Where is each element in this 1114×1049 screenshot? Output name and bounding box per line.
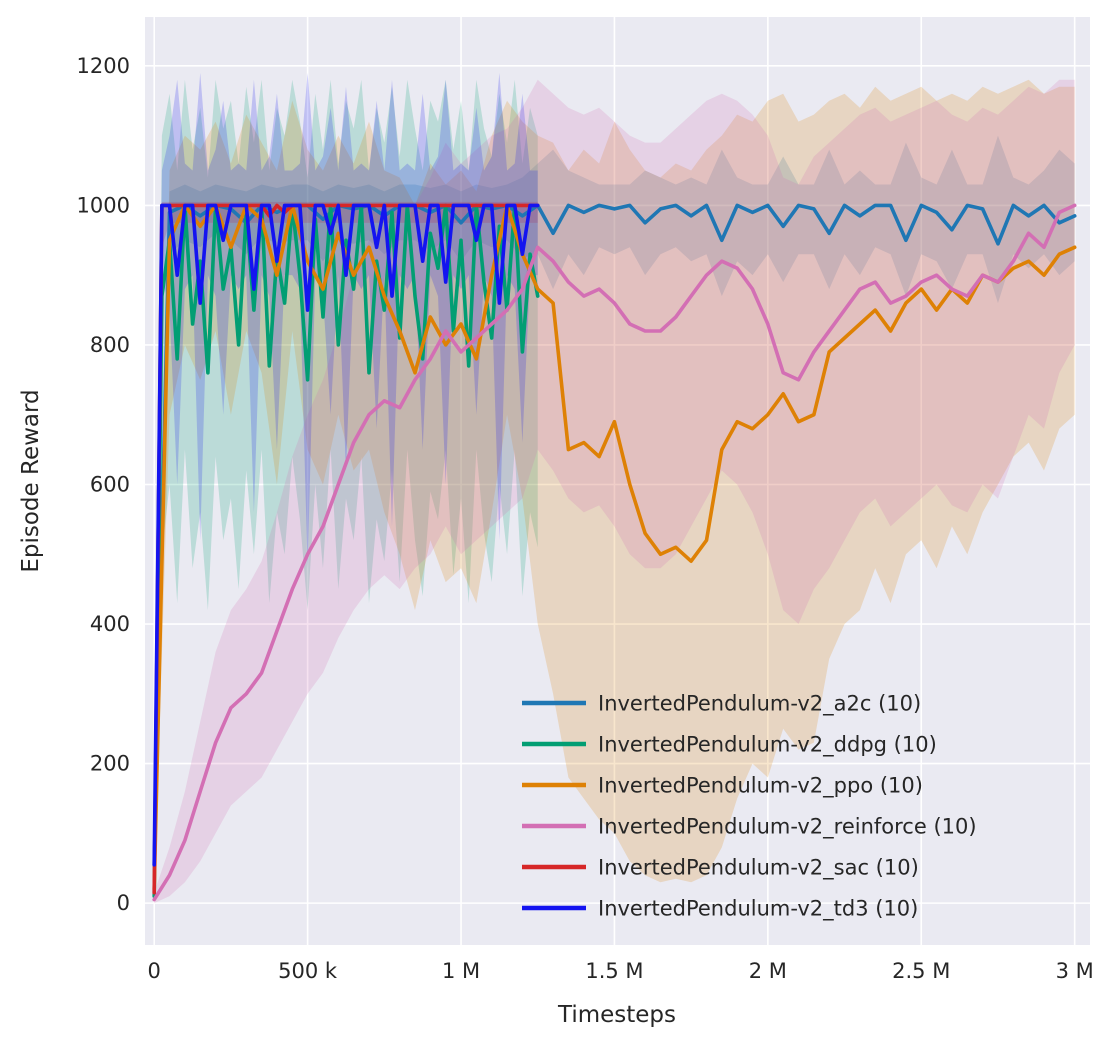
y-tick-label: 0 [117, 891, 130, 915]
legend-label-a2c: InvertedPendulum-v2_a2c (10) [598, 692, 921, 717]
legend-label-ppo: InvertedPendulum-v2_ppo (10) [598, 774, 923, 799]
y-tick-label: 200 [90, 752, 130, 776]
legend-label-ddpg: InvertedPendulum-v2_ddpg (10) [598, 733, 937, 758]
x-axis-label: Timesteps [557, 1002, 676, 1028]
legend-label-td3: InvertedPendulum-v2_td3 (10) [598, 897, 918, 922]
plot-area [145, 17, 1090, 945]
y-axis-label: Episode Reward [18, 389, 44, 572]
x-tick-label: 3 M [1056, 959, 1094, 983]
series-line-ppo [152, 203, 1077, 891]
confidence-band-ppo [154, 79, 1075, 897]
y-tick-label: 400 [90, 612, 130, 636]
confidence-band-reinforce [154, 79, 1075, 904]
legend-label-reinforce: InvertedPendulum-v2_reinforce (10) [598, 815, 977, 840]
x-tick-label: 0 [148, 959, 161, 983]
series-line-sac [152, 203, 540, 895]
x-tick-label: 2 M [749, 959, 787, 983]
x-tick-label: 500 k [278, 959, 338, 983]
y-tick-label: 600 [90, 472, 130, 496]
series-layer [152, 72, 1077, 904]
series-line-ddpg [152, 203, 540, 898]
x-tick-label: 2.5 M [892, 959, 950, 983]
x-tick-label: 1 M [442, 959, 480, 983]
confidence-band-ddpg [154, 79, 538, 900]
series-line-td3 [152, 203, 540, 867]
series-line-reinforce [152, 203, 1077, 902]
plot-layer: 0 500 k 1 M 1.5 M 2 M 2.5 M 3 M 0 200 400 600 800 10… [77, 17, 1094, 983]
legend: InvertedPendulum-v2_a2c (10) InvertedPend… [522, 692, 977, 922]
x-tick-label: 1.5 M [585, 959, 643, 983]
y-tick-label: 1000 [77, 193, 130, 217]
legend-label-sac: InvertedPendulum-v2_sac (10) [598, 856, 919, 881]
y-tick-label: 1200 [77, 54, 130, 78]
y-tick-label: 800 [90, 333, 130, 357]
